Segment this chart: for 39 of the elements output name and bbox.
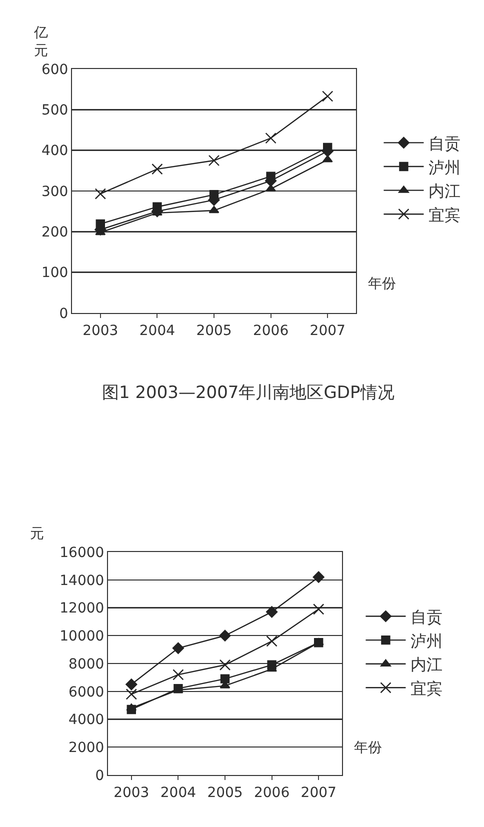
y-tick-label: 200 [41, 224, 68, 241]
x-tick-label: 2005 [196, 322, 232, 339]
y-tick-label: 16000 [60, 544, 104, 561]
x-tick-label: 2004 [139, 322, 176, 339]
x-tick-label: 2003 [82, 322, 118, 339]
x-tick-label: 2006 [254, 784, 290, 801]
y-tick-label: 100 [41, 265, 68, 282]
x-axis-title: 年份 [354, 740, 382, 756]
y-tick-label: 14000 [60, 572, 104, 589]
x-tick-label: 2003 [114, 784, 150, 801]
legend-label: 内江 [428, 182, 461, 201]
y-tick-label: 500 [41, 102, 68, 119]
y-tick-label: 400 [41, 143, 68, 160]
y-tick-label: 8000 [68, 656, 104, 672]
y-tick-label: 0 [59, 306, 68, 322]
legend-label: 内江 [410, 655, 443, 674]
text: 图1 2003—2007年川南地区GDP情况 [102, 383, 394, 403]
x-tick-label: 2004 [160, 784, 196, 801]
x-tick-label: 2007 [310, 322, 346, 339]
y-tick-label: 10000 [60, 628, 104, 645]
y-axis-title: 元 [30, 526, 44, 542]
legend-label: 泸州 [428, 158, 461, 177]
legend-label: 宜宾 [428, 205, 461, 224]
y-axis-title: 亿元 [33, 25, 48, 60]
x-axis-title: 年份 [368, 276, 396, 292]
y-tick-label: 4000 [68, 712, 104, 728]
legend-label: 宜宾 [410, 678, 443, 698]
x-tick-label: 2007 [300, 784, 336, 801]
legend-label: 自贡 [410, 607, 443, 626]
x-tick-label: 2005 [207, 784, 243, 801]
y-tick-label: 6000 [68, 684, 104, 700]
legend-label: 泸州 [410, 631, 443, 650]
y-tick-label: 0 [95, 768, 104, 784]
y-tick-label: 12000 [60, 600, 104, 617]
y-tick-label: 2000 [68, 740, 104, 756]
y-tick-label: 300 [41, 184, 68, 200]
legend-label: 自贡 [428, 134, 461, 153]
x-tick-label: 2006 [252, 322, 289, 339]
y-tick-label: 600 [41, 62, 68, 78]
